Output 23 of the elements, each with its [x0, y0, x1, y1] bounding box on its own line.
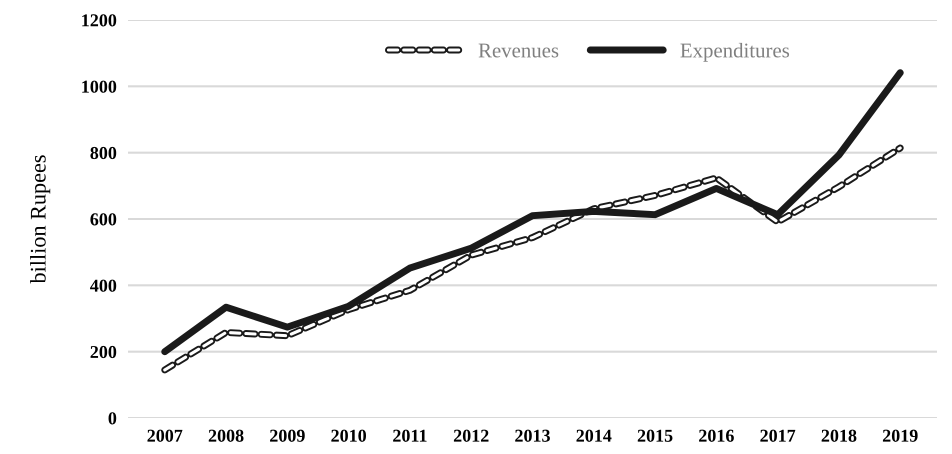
y-tick-label: 0	[108, 412, 116, 424]
legend-label: Revenues	[478, 44, 558, 58]
y-axis-title: billion Rupees	[30, 155, 50, 284]
y-tick-label: 1000	[82, 80, 116, 93]
x-tick-label: 2017	[760, 430, 796, 442]
y-tick-label: 800	[90, 146, 116, 160]
x-tick-label: 2018	[822, 430, 856, 442]
x-tick-label: 2009	[270, 430, 305, 442]
x-tick-label: 2016	[699, 430, 734, 442]
y-tick-label: 1200	[82, 14, 116, 26]
y-tick-label: 600	[90, 213, 116, 226]
legend-label: Expenditures	[680, 42, 790, 62]
x-tick-label: 2013	[515, 430, 550, 442]
x-tick-label: 2008	[208, 430, 244, 442]
x-tick-label: 2010	[331, 430, 366, 442]
x-tick-label: 2019	[882, 430, 918, 442]
x-tick-label: 2015	[638, 430, 672, 442]
x-tick-label: 2007	[147, 430, 182, 442]
x-tick-label: 2012	[454, 430, 488, 442]
y-tick-label: 400	[90, 280, 116, 292]
x-tick-label: 2011	[393, 430, 427, 442]
y-tick-label: 200	[90, 346, 116, 358]
x-tick-label: 2014	[576, 430, 612, 442]
